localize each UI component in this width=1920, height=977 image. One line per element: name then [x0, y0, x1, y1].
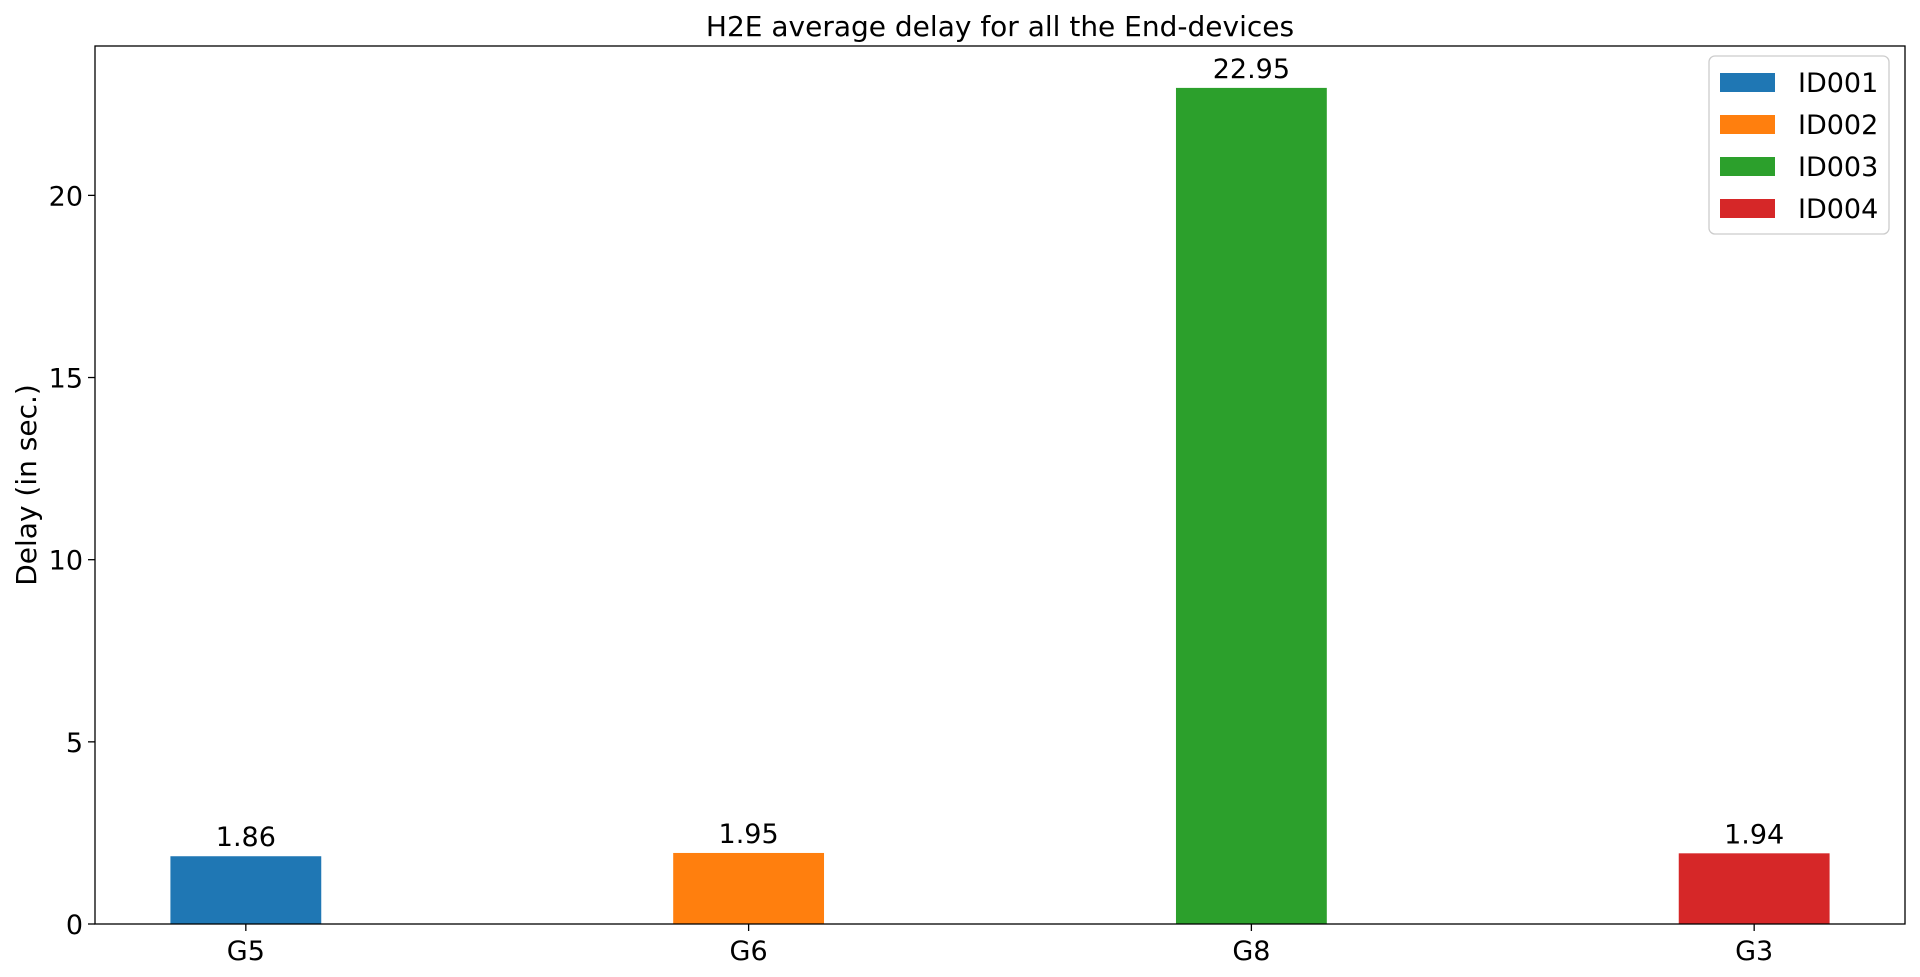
x-tick-label: G5	[227, 936, 265, 967]
bar-value-label-id003: 22.95	[1213, 54, 1290, 85]
y-tick-label: 0	[66, 910, 83, 941]
legend-swatch	[1720, 73, 1775, 92]
chart-title: H2E average delay for all the End-device…	[706, 10, 1294, 43]
legend-swatch	[1720, 115, 1775, 134]
legend-swatch	[1720, 199, 1775, 218]
legend-label: ID001	[1798, 68, 1878, 99]
legend-swatch	[1720, 157, 1775, 176]
bar-value-label-id004: 1.94	[1724, 819, 1784, 850]
legend-item-id004: ID004	[1720, 194, 1878, 225]
x-tick-label: G6	[730, 936, 768, 967]
legend-label: ID003	[1798, 152, 1878, 183]
bar-id002	[673, 852, 825, 924]
bar-value-labels: 1.86 1.95 22.95 1.94	[216, 54, 1784, 853]
y-axis-label: Delay (in sec.)	[10, 384, 43, 586]
legend-item-id003: ID003	[1720, 152, 1878, 183]
bar-value-label-id001: 1.86	[216, 822, 276, 853]
bar-id001	[170, 856, 322, 924]
x-axis: G5 G6 G8 G3	[227, 924, 1773, 967]
legend-label: ID004	[1798, 194, 1878, 225]
plot-area-frame	[94, 45, 1906, 925]
legend-label: ID002	[1798, 110, 1878, 141]
bar-id004	[1678, 853, 1830, 924]
bar-value-label-id002: 1.95	[719, 819, 779, 850]
legend-item-id001: ID001	[1720, 68, 1878, 99]
y-tick-label: 15	[49, 364, 83, 395]
bar-id003	[1175, 87, 1327, 925]
x-tick-label: G3	[1735, 936, 1773, 967]
y-tick-label: 5	[66, 728, 83, 759]
y-axis: 0 5 10 15 20	[49, 181, 95, 941]
y-tick-label: 20	[49, 181, 83, 212]
legend: ID001 ID002 ID003 ID004	[1708, 55, 1890, 235]
x-tick-label: G8	[1232, 936, 1270, 967]
legend-item-id002: ID002	[1720, 110, 1878, 141]
bars-group	[170, 87, 1830, 925]
legend-frame	[1708, 55, 1890, 235]
y-tick-label: 10	[49, 546, 83, 577]
